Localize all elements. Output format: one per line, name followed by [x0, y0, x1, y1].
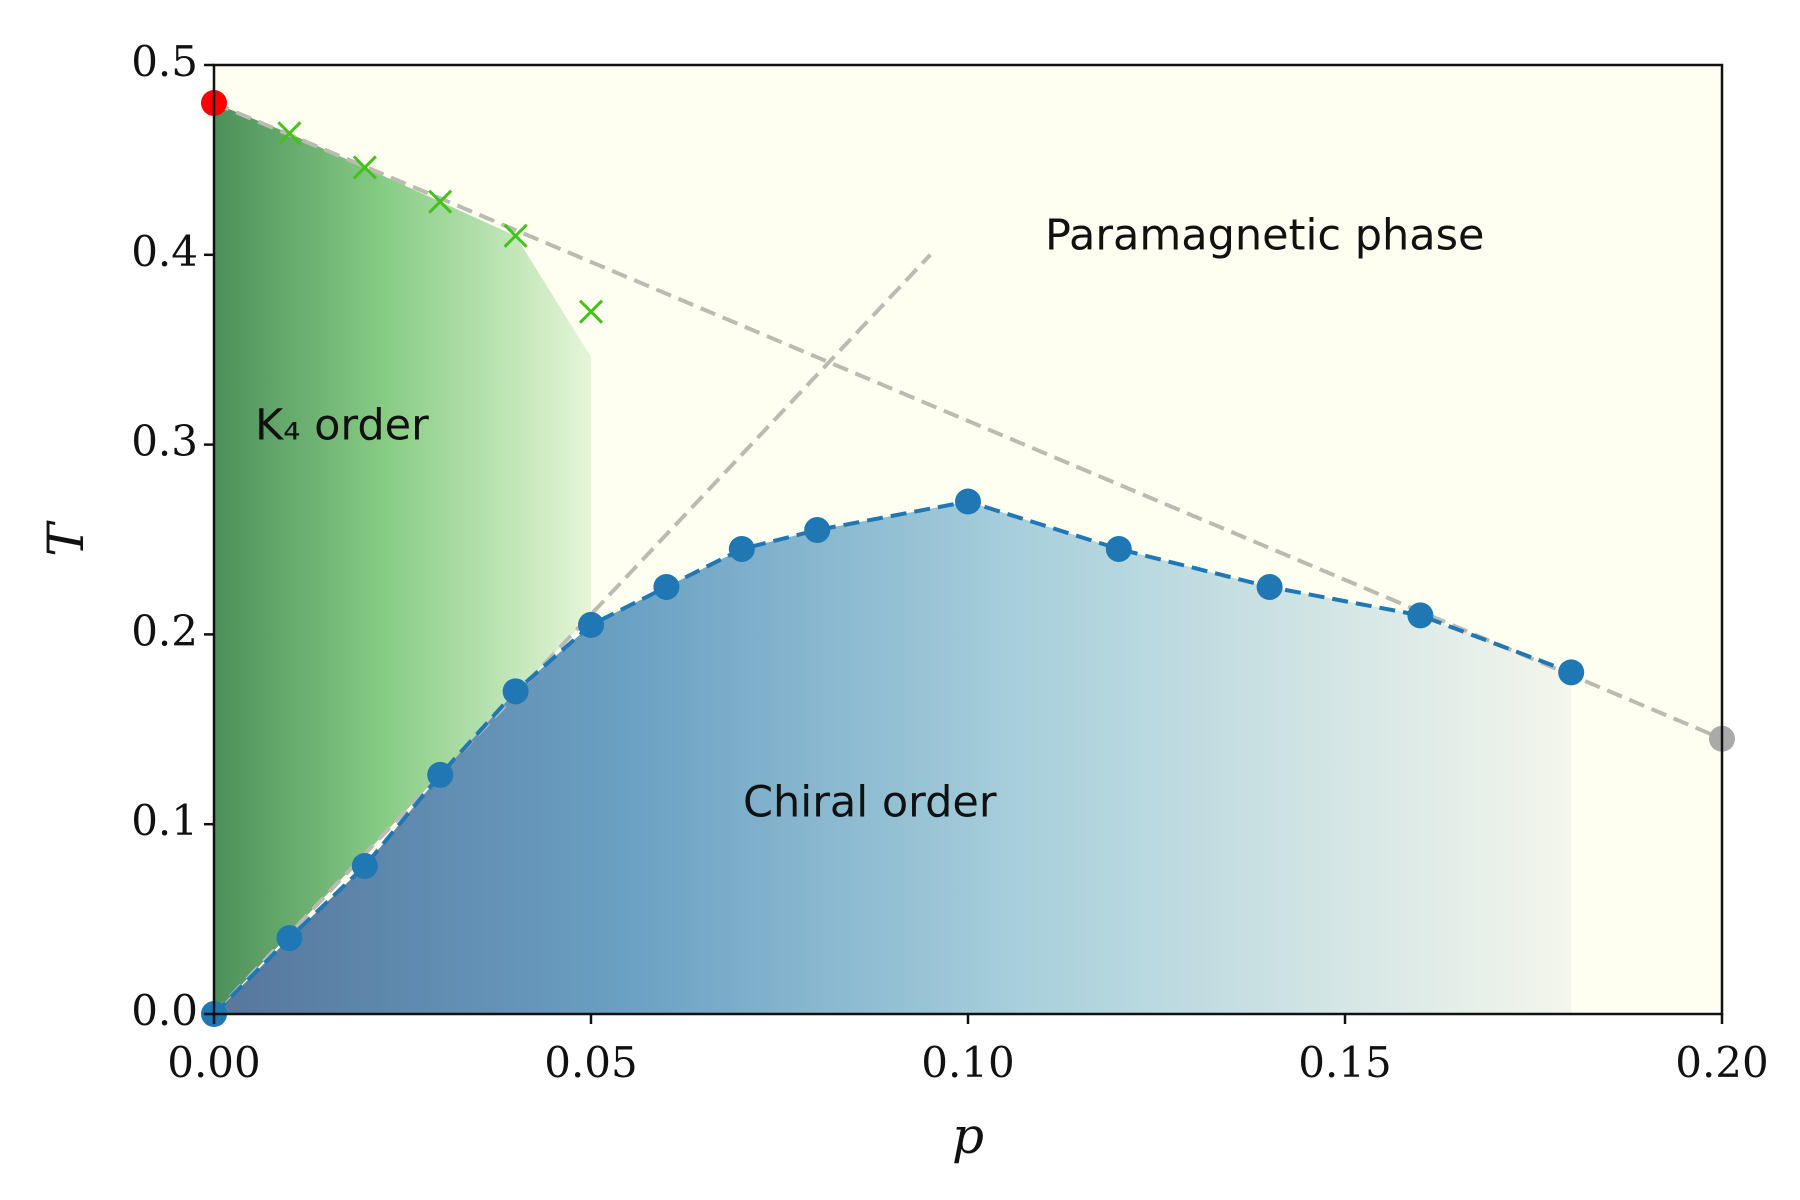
- data-point: [427, 761, 454, 788]
- lines: [214, 101, 1722, 1014]
- x-tick-label: 0.10: [921, 1038, 1015, 1087]
- data-point: [1407, 602, 1434, 629]
- y-tick-label: 0.5: [131, 37, 198, 86]
- data-point: [955, 488, 981, 515]
- k4-region: [214, 102, 591, 1014]
- data-point: [277, 121, 302, 146]
- y-tick-label: 0.0: [131, 986, 198, 1035]
- x-axis-label: p: [952, 1107, 984, 1165]
- x-tick-label: 0.05: [544, 1038, 638, 1087]
- annotation: K₄ order: [255, 401, 429, 451]
- y-tick-label: 0.3: [131, 417, 198, 466]
- annotation: Chiral order: [743, 778, 997, 828]
- x-tick-label: 0.00: [167, 1038, 261, 1087]
- data-point: [728, 535, 755, 562]
- data-point: [578, 299, 604, 324]
- data-point: [1558, 659, 1585, 686]
- y-tick-label: 0.1: [131, 796, 198, 845]
- axes: 0.00 0.05 0.10 0.15 0.20 0.0 0.1 0.2 0.3 0.4 0.5: [131, 37, 1769, 1087]
- annotation: Paramagnetic phase: [1045, 211, 1485, 261]
- regions: [214, 102, 1572, 1014]
- data-point: [804, 517, 831, 544]
- data-point: [352, 155, 377, 180]
- series-line: [214, 101, 1722, 741]
- x-tick-label: 0.15: [1298, 1038, 1392, 1087]
- y-tick-label: 0.2: [131, 606, 198, 655]
- data-point: [1105, 535, 1132, 562]
- series-line: [214, 499, 1572, 1014]
- chiral-region: [214, 501, 1572, 1014]
- data-point: [503, 223, 528, 248]
- y-axis-label: T: [37, 520, 95, 557]
- series-line: [214, 253, 932, 1014]
- data-point: [428, 189, 453, 214]
- data-point: [578, 611, 604, 638]
- data-point: [653, 573, 680, 600]
- data-point: [276, 925, 303, 952]
- x-tick-label: 0.20: [1675, 1038, 1769, 1087]
- data-point: [351, 852, 378, 879]
- markers: [201, 89, 1735, 1027]
- data-point: [1256, 573, 1283, 600]
- y-tick-label: 0.4: [131, 227, 198, 276]
- data-point: [502, 678, 529, 705]
